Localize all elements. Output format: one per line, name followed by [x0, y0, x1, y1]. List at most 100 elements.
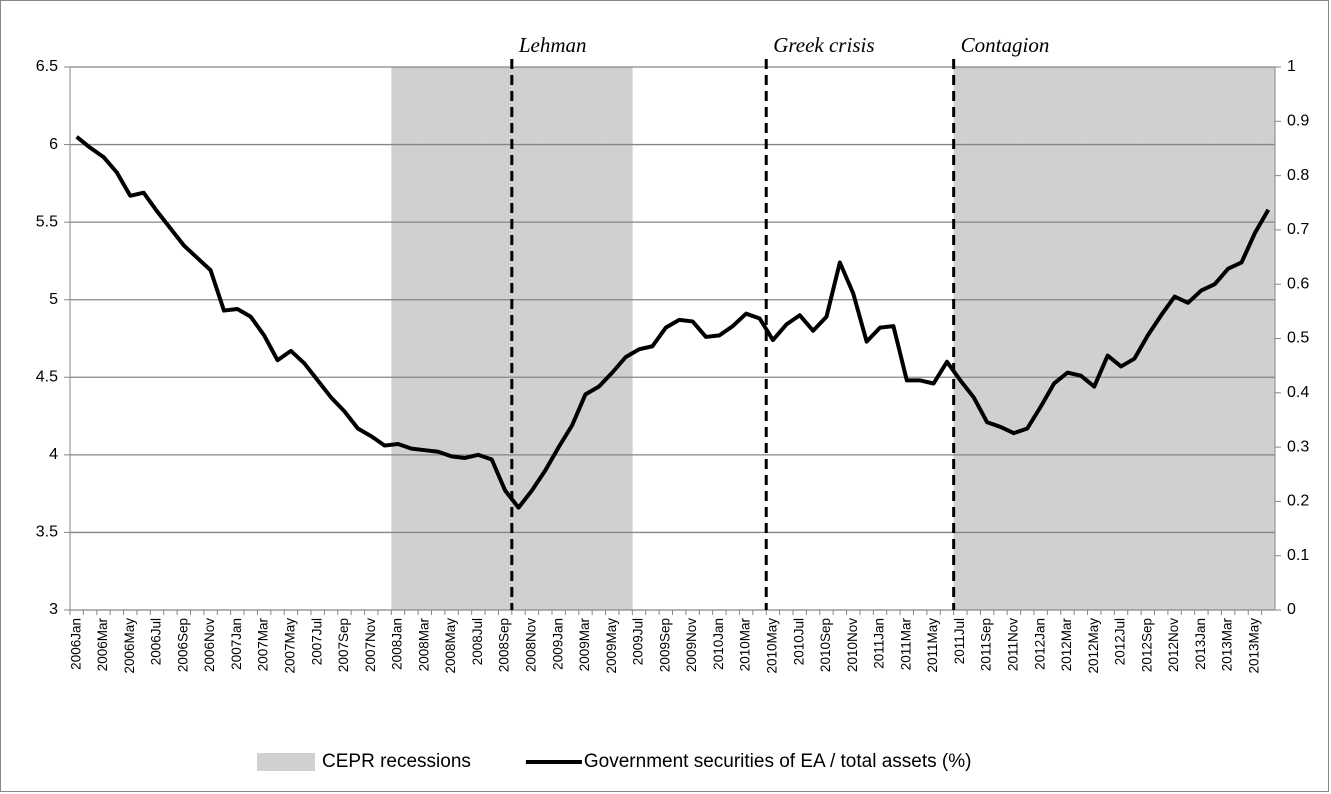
x-tick-label: 2009Sep — [657, 618, 672, 672]
x-tick-label: 2009Nov — [684, 618, 699, 672]
x-tick-label: 2007Sep — [336, 618, 351, 672]
x-tick-label: 2007Nov — [363, 618, 378, 672]
recession-bar — [592, 67, 606, 610]
y2-tick-label: 0.6 — [1287, 275, 1309, 292]
x-tick-label: 2009May — [604, 618, 619, 674]
recession-bar — [458, 67, 472, 610]
x-tick-label: 2011Sep — [979, 618, 994, 671]
x-tick-label: 2010Jan — [711, 618, 726, 670]
x-tick-label: 2009Mar — [577, 618, 592, 672]
x-tick-label: 2012Nov — [1166, 618, 1181, 672]
recession-bar — [1034, 67, 1048, 610]
legend-swatch — [257, 753, 315, 771]
x-tick-label: 2008May — [443, 618, 458, 674]
x-tick-label: 2006Jan — [68, 618, 83, 670]
x-tick-label: 2006Mar — [95, 618, 110, 672]
legend-label: CEPR recessions — [322, 751, 471, 772]
y-tick-label: 3.5 — [36, 524, 58, 541]
x-tick-label: 2010Nov — [845, 618, 860, 672]
recession-bar — [980, 67, 995, 610]
recession-bar — [1261, 67, 1276, 610]
recession-bar — [391, 67, 406, 610]
x-tick-label: 2006Sep — [175, 618, 190, 672]
y-tick-label: 5.5 — [36, 213, 58, 230]
recession-bar — [1060, 67, 1075, 610]
annotation: Greek crisis — [773, 33, 874, 57]
recession-bar — [1074, 67, 1088, 610]
recession-bar — [431, 67, 446, 610]
x-tick-label: 2009Jan — [550, 618, 565, 670]
recession-bar — [578, 67, 593, 610]
recession-bar — [498, 67, 513, 610]
recession-bar — [538, 67, 553, 610]
x-tick-label: 2011May — [925, 618, 940, 673]
recession-bar — [1181, 67, 1195, 610]
x-tick-label: 2006Nov — [202, 618, 217, 672]
x-tick-label: 2009Jul — [631, 618, 646, 665]
x-tick-label: 2006Jul — [149, 618, 164, 665]
y2-tick-label: 0.5 — [1287, 330, 1309, 347]
y2-tick-label: 0.9 — [1287, 113, 1309, 130]
recession-bar — [418, 67, 432, 610]
recession-bar — [1114, 67, 1129, 610]
x-tick-label: 2007Jan — [229, 618, 244, 670]
x-tick-label: 2008Jul — [470, 618, 485, 665]
x-tick-label: 2008Sep — [497, 618, 512, 672]
legend-label: Government securities of EA / total asse… — [584, 751, 972, 772]
y2-tick-label: 0.3 — [1287, 438, 1309, 455]
y2-tick-label: 0.8 — [1287, 167, 1309, 184]
recession-bar — [967, 67, 981, 610]
x-tick-label: 2008Jan — [390, 618, 405, 670]
x-tick-label: 2012Sep — [1139, 618, 1154, 672]
recession-bar — [1100, 67, 1115, 610]
recession-bar — [605, 67, 620, 610]
x-tick-label: 2010Mar — [738, 618, 753, 672]
x-tick-label: 2012May — [1086, 618, 1101, 674]
recession-bar — [1127, 67, 1142, 610]
recession-bar — [552, 67, 566, 610]
x-tick-label: 2013Mar — [1220, 618, 1235, 672]
annotation: Lehman — [518, 33, 587, 57]
y-tick-label: 6.5 — [36, 58, 58, 75]
recession-bar — [1154, 67, 1169, 610]
recession-bar — [1167, 67, 1182, 610]
recession-bar — [1087, 67, 1102, 610]
recession-bar — [1194, 67, 1209, 610]
recession-bar — [565, 67, 580, 610]
recession-bar — [1248, 67, 1262, 610]
x-tick-label: 2011Jul — [952, 618, 967, 664]
x-tick-label: 2006May — [122, 618, 137, 674]
recession-bar — [953, 67, 968, 610]
recession-bar — [993, 67, 1008, 610]
y-tick-label: 3 — [49, 601, 58, 618]
y-tick-label: 4 — [49, 446, 58, 463]
recession-bar — [1234, 67, 1249, 610]
x-tick-label: 2008Mar — [416, 618, 431, 672]
recession-bar — [1020, 67, 1035, 610]
x-tick-label: 2007Jul — [309, 618, 324, 665]
x-tick-label: 2012Mar — [1059, 618, 1074, 672]
y-tick-label: 5 — [49, 291, 58, 308]
x-tick-label: 2010Sep — [818, 618, 833, 672]
recession-bar — [525, 67, 539, 610]
x-tick-label: 2012Jan — [1032, 618, 1047, 670]
x-tick-label: 2007May — [282, 618, 297, 674]
x-tick-label: 2010Jul — [791, 618, 806, 665]
x-tick-label: 2011Nov — [1005, 618, 1020, 671]
recession-bar — [1208, 67, 1222, 610]
x-tick-label: 2011Jan — [872, 618, 887, 669]
recession-bar — [471, 67, 486, 610]
y2-tick-label: 1 — [1287, 58, 1296, 75]
recession-bar — [1007, 67, 1021, 610]
recession-bar — [444, 67, 459, 610]
x-tick-label: 2013May — [1246, 618, 1261, 674]
x-tick-label: 2010May — [764, 618, 779, 674]
y2-tick-label: 0.1 — [1287, 547, 1309, 564]
recession-bar — [1221, 67, 1236, 610]
y-tick-label: 6 — [49, 136, 58, 153]
recession-bar — [618, 67, 633, 610]
x-tick-label: 2008Nov — [523, 618, 538, 672]
y2-tick-label: 0.7 — [1287, 221, 1309, 238]
y2-tick-label: 0 — [1287, 601, 1296, 618]
